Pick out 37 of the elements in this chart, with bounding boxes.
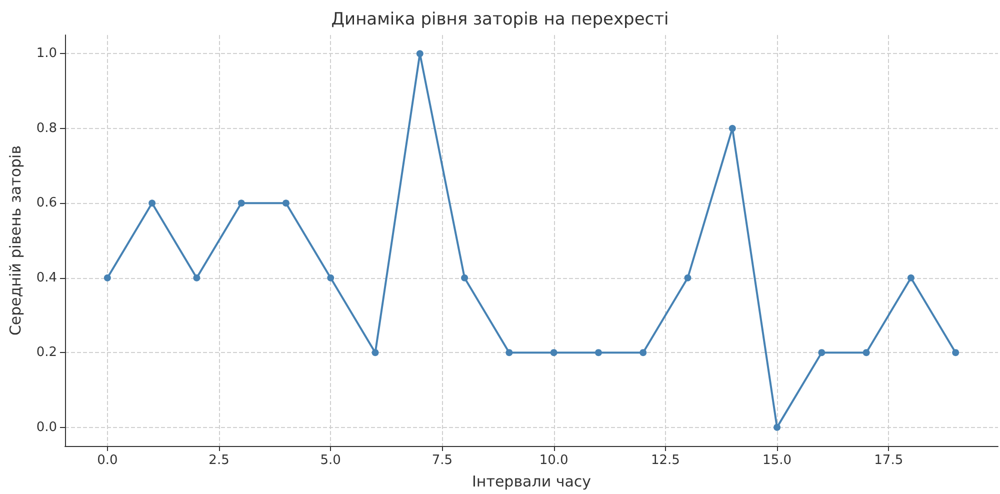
point [461, 274, 468, 282]
x-tick-label: 12.5 [650, 453, 680, 468]
point [684, 274, 692, 282]
y-tick-label: 0.6 [36, 196, 57, 211]
x-tick-label: 15.0 [762, 453, 792, 468]
point [372, 349, 379, 356]
point [862, 349, 870, 356]
x-tick-label: 7.5 [432, 453, 453, 468]
chart-title: Динаміка рівня заторів на перехресті [331, 10, 669, 30]
point [148, 200, 156, 207]
y-tick-label: 1.0 [36, 46, 57, 62]
point [193, 274, 200, 282]
point [327, 274, 334, 282]
y-tick-label: 0.2 [36, 345, 57, 360]
point [416, 50, 424, 58]
point [640, 349, 647, 356]
point [550, 349, 558, 356]
point [238, 200, 245, 207]
y-axis-title: Середній рівень заторів [6, 145, 24, 336]
point [907, 274, 914, 282]
x-tick-label: 17.5 [874, 453, 904, 468]
y-tick-label: 0.8 [36, 120, 57, 136]
point [952, 349, 960, 356]
y-tick-label: 0.4 [36, 270, 57, 286]
point [282, 200, 290, 207]
point [774, 424, 781, 431]
point [728, 124, 736, 132]
y-tick-label: 0.0 [36, 420, 57, 435]
point [506, 349, 513, 356]
point [594, 349, 602, 356]
x-tick-label: 5.0 [320, 453, 341, 468]
x-tick-label: 0.0 [97, 453, 118, 468]
x-tick-label: 10.0 [539, 453, 568, 468]
point [104, 274, 111, 282]
x-tick-label: 2.5 [208, 453, 230, 468]
x-axis-title: Інтервали часу [472, 472, 592, 490]
point [818, 349, 826, 356]
